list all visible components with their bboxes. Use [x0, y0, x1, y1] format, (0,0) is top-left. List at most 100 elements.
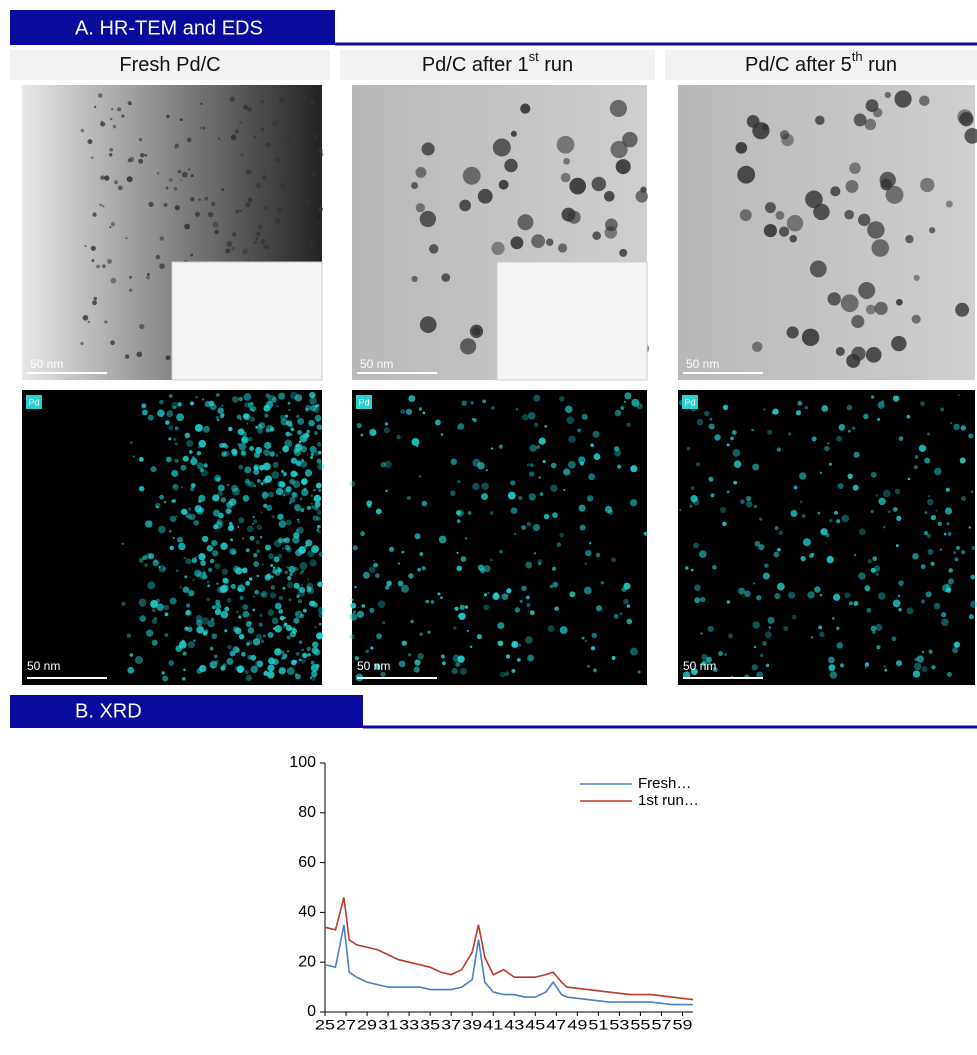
pd-signal: [832, 617, 834, 619]
pd-signal: [166, 457, 172, 463]
pd-signal: [946, 587, 951, 592]
pd-label: Pd: [28, 397, 39, 407]
pd-signal: [953, 424, 959, 430]
pd-signal: [201, 469, 208, 476]
pd-signal: [156, 599, 160, 603]
pd-signal: [384, 461, 391, 468]
particle: [264, 244, 269, 249]
pd-signal: [531, 497, 533, 499]
x-tick-label: 35: [420, 1017, 440, 1033]
pd-signal: [242, 567, 248, 573]
pd-signal: [481, 483, 488, 490]
particle: [920, 178, 934, 192]
particle: [102, 205, 104, 207]
pd-signal: [568, 435, 575, 442]
pd-signal: [751, 429, 754, 432]
pd-signal: [422, 566, 426, 570]
pd-signal: [611, 557, 616, 562]
pd-signal: [530, 463, 534, 467]
pd-signal: [287, 635, 291, 639]
pd-signal: [506, 588, 511, 593]
pd-signal: [440, 596, 443, 599]
particle: [919, 96, 930, 107]
pd-signal: [620, 406, 624, 410]
x-tick-label: 33: [399, 1017, 419, 1033]
pd-signal: [165, 633, 169, 637]
pd-signal: [907, 607, 914, 614]
pd-signal: [299, 572, 302, 575]
pd-signal: [306, 583, 313, 590]
pd-signal: [866, 608, 871, 613]
pd-signal: [878, 592, 886, 600]
pd-signal: [283, 656, 287, 660]
pd-signal: [159, 495, 164, 500]
pd-signal: [375, 573, 380, 578]
pd-signal: [373, 560, 375, 562]
title-sup: st: [529, 49, 540, 64]
particle: [128, 158, 132, 162]
pd-signal: [921, 599, 925, 603]
pd-signal: [238, 397, 242, 401]
pd-signal: [312, 647, 319, 654]
pd-signal: [256, 634, 262, 640]
particle: [245, 202, 250, 207]
pd-signal: [385, 490, 387, 492]
pd-signal: [892, 636, 897, 641]
pd-signal: [612, 656, 616, 660]
particle: [558, 243, 567, 252]
pd-signal: [301, 659, 305, 663]
pd-signal: [283, 494, 285, 496]
particle: [91, 246, 96, 251]
pd-signal: [617, 465, 621, 469]
pd-signal: [883, 665, 886, 668]
pd-signal: [218, 485, 225, 492]
pd-signal: [460, 668, 467, 675]
pd-signal: [286, 486, 292, 492]
pd-signal: [704, 411, 709, 416]
pd-signal: [175, 426, 179, 430]
pd-signal: [627, 604, 630, 607]
pd-signal: [812, 553, 814, 555]
particle: [231, 134, 237, 140]
pd-signal: [526, 603, 530, 607]
pd-signal: [224, 629, 227, 632]
pd-signal: [931, 515, 936, 520]
pd-signal: [306, 430, 309, 433]
pd-signal: [280, 415, 285, 420]
pd-signal: [960, 458, 966, 464]
particle: [955, 303, 969, 317]
pd-signal: [183, 456, 189, 462]
pd-signal: [155, 503, 161, 509]
pd-signal: [296, 415, 299, 418]
pd-signal: [215, 603, 221, 609]
pd-signal: [811, 636, 813, 638]
pd-signal: [306, 542, 310, 546]
tem-scale-label: 50 nm: [686, 357, 719, 371]
pd-signal: [228, 525, 234, 531]
pd-signal: [455, 662, 460, 667]
pd-signal: [229, 498, 237, 506]
pd-signal: [820, 472, 823, 475]
particle: [787, 215, 803, 231]
pd-signal: [884, 669, 887, 672]
pd-signal: [876, 573, 879, 576]
pd-signal: [317, 424, 323, 430]
pd-signal: [865, 666, 868, 669]
pd-signal: [709, 423, 715, 429]
pd-signal: [252, 516, 254, 518]
pd-signal: [309, 392, 315, 398]
pd-signal: [158, 526, 166, 534]
pd-signal: [278, 538, 283, 543]
pd-signal: [272, 471, 280, 479]
particle: [218, 137, 221, 140]
pd-signal: [214, 563, 220, 569]
pd-signal: [697, 419, 703, 425]
pd-signal: [819, 632, 824, 637]
pd-signal: [314, 626, 316, 628]
particle: [129, 102, 132, 105]
pd-signal: [145, 520, 152, 527]
pd-signal: [244, 414, 251, 421]
pd-signal: [182, 640, 185, 643]
pd-signal: [166, 410, 173, 417]
pd-signal: [296, 652, 300, 656]
